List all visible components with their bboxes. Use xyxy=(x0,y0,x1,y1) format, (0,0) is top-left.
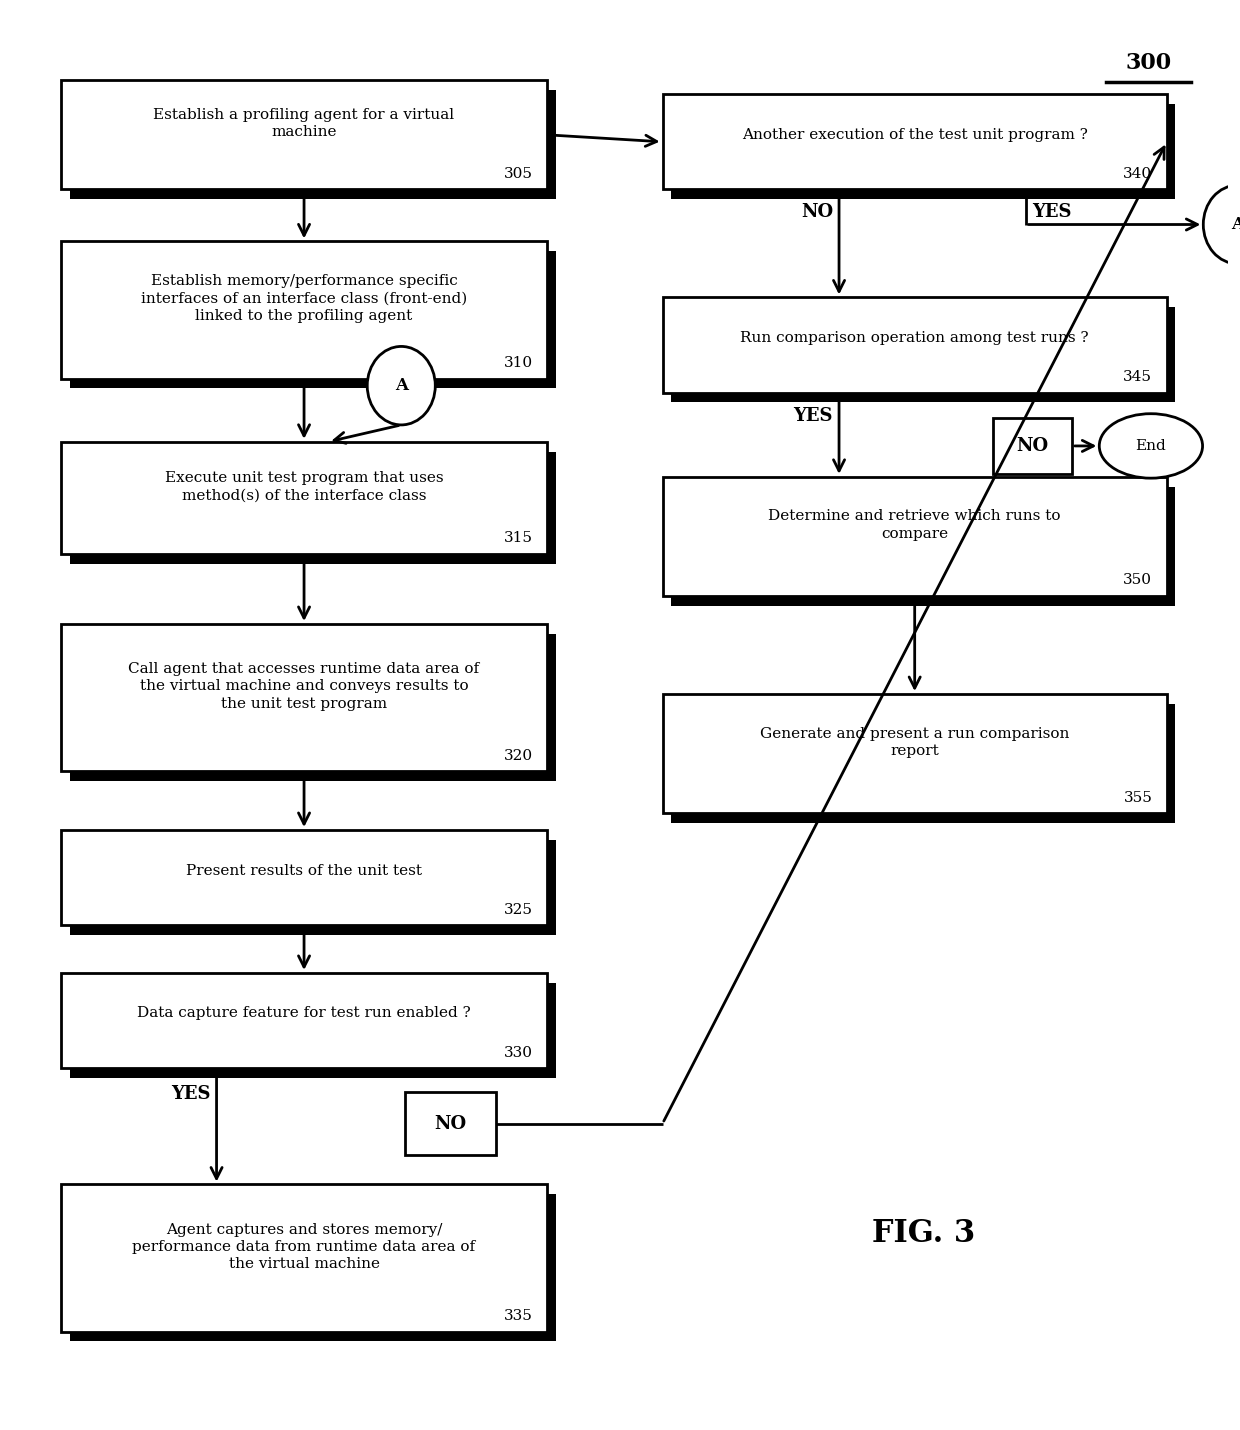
Circle shape xyxy=(367,346,435,425)
Text: End: End xyxy=(1136,439,1167,453)
Text: 325: 325 xyxy=(503,902,532,917)
Text: NO: NO xyxy=(801,203,833,222)
Ellipse shape xyxy=(1100,413,1203,478)
FancyBboxPatch shape xyxy=(662,94,1167,189)
FancyBboxPatch shape xyxy=(671,704,1176,822)
Text: Execute unit test program that uses
method(s) of the interface class: Execute unit test program that uses meth… xyxy=(165,470,444,502)
Text: 345: 345 xyxy=(1123,370,1152,385)
FancyBboxPatch shape xyxy=(671,104,1176,199)
Text: Agent captures and stores memory/
performance data from runtime data area of
the: Agent captures and stores memory/ perfor… xyxy=(133,1223,476,1271)
Text: 315: 315 xyxy=(503,532,532,545)
FancyBboxPatch shape xyxy=(69,982,556,1078)
Text: 340: 340 xyxy=(1123,167,1152,182)
FancyBboxPatch shape xyxy=(61,972,547,1068)
FancyBboxPatch shape xyxy=(405,1093,496,1155)
Text: Establish memory/performance specific
interfaces of an interface class (front-en: Establish memory/performance specific in… xyxy=(141,275,467,323)
FancyBboxPatch shape xyxy=(671,307,1176,402)
FancyBboxPatch shape xyxy=(61,442,547,553)
Text: FIG. 3: FIG. 3 xyxy=(872,1218,976,1248)
FancyBboxPatch shape xyxy=(662,297,1167,393)
Text: NO: NO xyxy=(434,1114,466,1133)
Text: Data capture feature for test run enabled ?: Data capture feature for test run enable… xyxy=(138,1007,471,1021)
FancyBboxPatch shape xyxy=(662,694,1167,814)
FancyBboxPatch shape xyxy=(69,1194,556,1341)
Text: Run comparison operation among test runs ?: Run comparison operation among test runs… xyxy=(740,330,1089,345)
FancyBboxPatch shape xyxy=(662,476,1167,596)
Text: Generate and present a run comparison
report: Generate and present a run comparison re… xyxy=(760,726,1069,758)
Text: 305: 305 xyxy=(503,167,532,182)
FancyBboxPatch shape xyxy=(69,633,556,781)
Text: NO: NO xyxy=(1017,438,1049,455)
Text: 355: 355 xyxy=(1123,791,1152,805)
Text: Another execution of the test unit program ?: Another execution of the test unit progr… xyxy=(742,127,1087,142)
FancyBboxPatch shape xyxy=(69,90,556,199)
Text: 350: 350 xyxy=(1123,573,1152,588)
Text: A: A xyxy=(394,378,408,395)
FancyBboxPatch shape xyxy=(69,252,556,389)
FancyBboxPatch shape xyxy=(61,80,547,189)
FancyBboxPatch shape xyxy=(61,242,547,379)
Text: 320: 320 xyxy=(503,749,532,762)
Text: Establish a profiling agent for a virtual
machine: Establish a profiling agent for a virtua… xyxy=(154,107,455,139)
Text: Present results of the unit test: Present results of the unit test xyxy=(186,864,422,878)
Text: 335: 335 xyxy=(503,1310,532,1323)
Text: YES: YES xyxy=(794,406,833,425)
FancyBboxPatch shape xyxy=(61,829,547,925)
Text: YES: YES xyxy=(171,1085,211,1103)
Text: Determine and retrieve which runs to
compare: Determine and retrieve which runs to com… xyxy=(769,509,1061,541)
Text: Call agent that accesses runtime data area of
the virtual machine and conveys re: Call agent that accesses runtime data ar… xyxy=(129,662,480,711)
FancyBboxPatch shape xyxy=(61,1184,547,1331)
Text: 330: 330 xyxy=(503,1045,532,1060)
FancyBboxPatch shape xyxy=(69,839,556,935)
Text: YES: YES xyxy=(1032,203,1071,222)
Circle shape xyxy=(1203,186,1240,263)
Text: 310: 310 xyxy=(503,356,532,370)
FancyBboxPatch shape xyxy=(61,623,547,771)
FancyBboxPatch shape xyxy=(993,418,1071,473)
FancyBboxPatch shape xyxy=(671,486,1176,606)
Text: 300: 300 xyxy=(1126,53,1172,74)
FancyBboxPatch shape xyxy=(69,452,556,563)
Text: A: A xyxy=(1231,216,1240,233)
